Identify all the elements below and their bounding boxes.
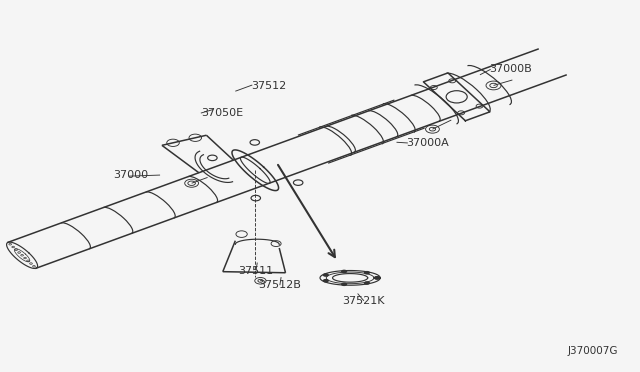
Circle shape [323, 279, 329, 283]
Text: J370007G: J370007G [568, 346, 618, 356]
Text: 37000: 37000 [113, 170, 148, 180]
Circle shape [323, 273, 329, 277]
Text: 37512B: 37512B [259, 280, 301, 290]
Text: 37000A: 37000A [406, 138, 449, 148]
Circle shape [364, 271, 370, 275]
Circle shape [374, 276, 380, 280]
Circle shape [341, 270, 348, 273]
Text: 37000B: 37000B [490, 64, 532, 74]
Text: 37512: 37512 [251, 81, 286, 91]
Text: 37050E: 37050E [201, 108, 243, 118]
Text: 37511: 37511 [239, 266, 273, 276]
Circle shape [374, 276, 380, 280]
Circle shape [364, 281, 370, 285]
Circle shape [341, 282, 348, 286]
Text: 37521K: 37521K [342, 296, 385, 306]
